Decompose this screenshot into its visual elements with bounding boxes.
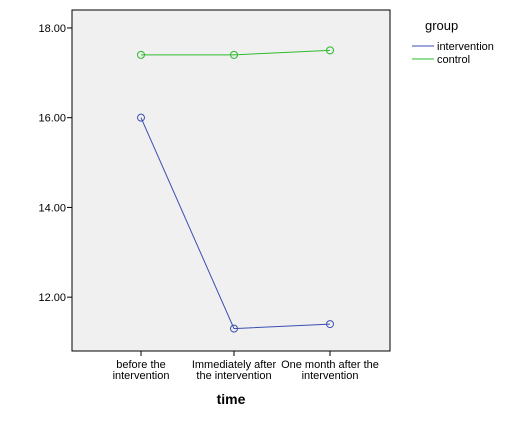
- data-point-intervention: [326, 320, 334, 329]
- y-tick-label: 12.00: [38, 292, 66, 304]
- x-tick-label: before the intervention: [113, 359, 170, 382]
- series-line-intervention: [140, 117, 331, 330]
- legend-entry: control: [437, 54, 470, 66]
- x-axis: before the intervention Immediately after t…: [113, 351, 379, 382]
- data-point-control: [137, 50, 145, 59]
- data-point-control: [230, 50, 238, 59]
- data-point-intervention: [230, 324, 238, 333]
- plot-area: [71, 9, 391, 352]
- x-axis-title: time: [217, 391, 246, 407]
- y-tick-label: 14.00: [38, 202, 66, 214]
- data-point-control: [326, 46, 334, 55]
- x-tick-label: Immediately after the intervention: [192, 359, 277, 382]
- legend-entry: intervention: [437, 41, 494, 53]
- x-tick-label: One month after the intervention: [281, 359, 379, 382]
- series-layer: [137, 46, 334, 333]
- y-tick-label: 16.00: [38, 113, 66, 125]
- series-line-control: [141, 49, 331, 56]
- y-tick-label: 18.00: [38, 23, 66, 35]
- data-point-intervention: [137, 113, 145, 122]
- legend-title: group: [425, 18, 458, 33]
- y-axis: 12.00 14.00 16.00 18.00: [38, 23, 72, 304]
